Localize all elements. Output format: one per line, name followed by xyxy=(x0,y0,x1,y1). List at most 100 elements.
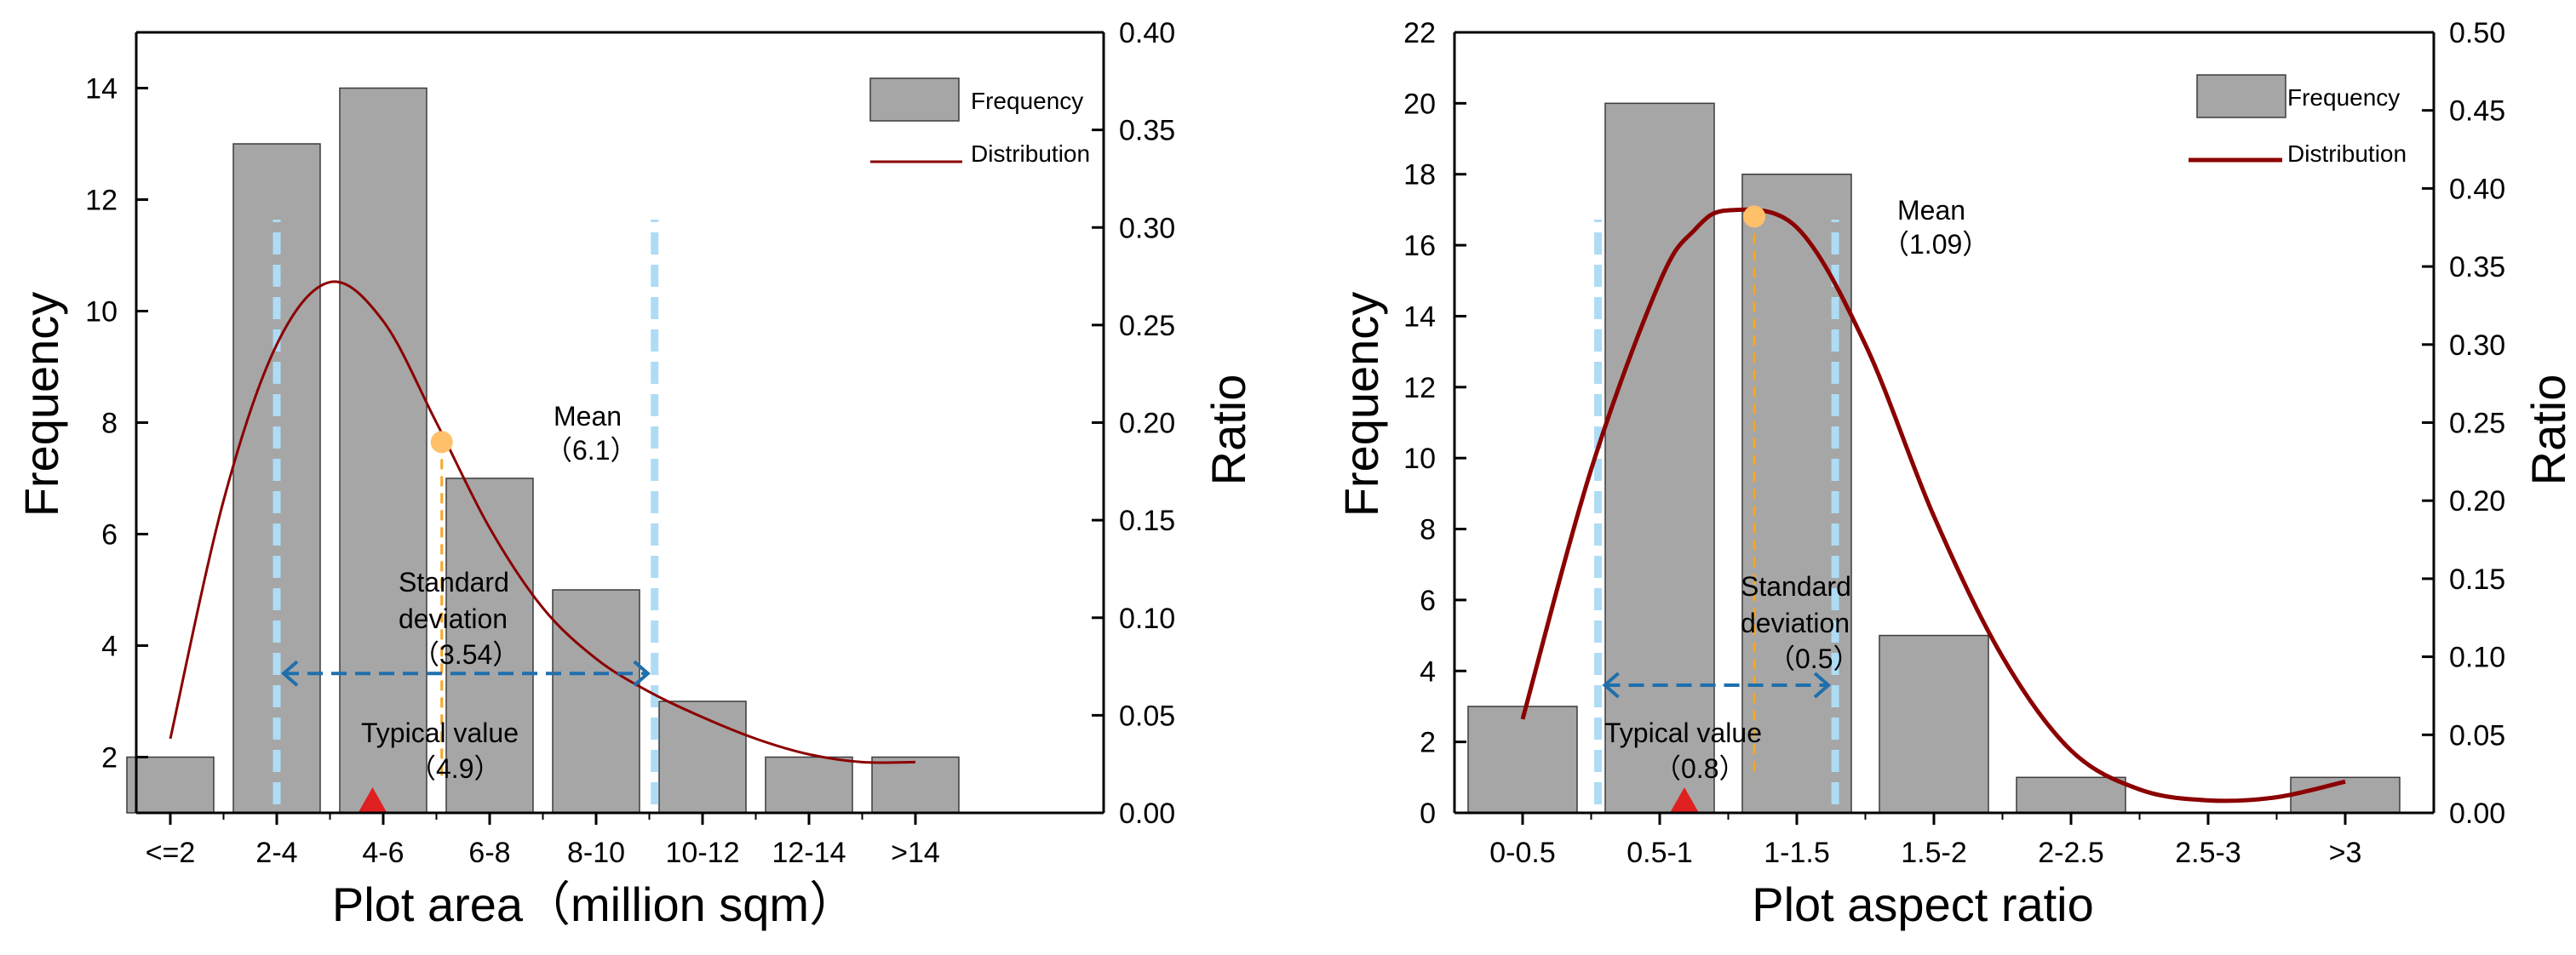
y-tick-label: 6 xyxy=(1420,585,1436,617)
typical-marker xyxy=(358,787,387,813)
y2-tick-label: 0.10 xyxy=(1119,603,1175,635)
mean-label: Mean xyxy=(1897,195,1965,226)
y-tick-label: 4 xyxy=(1420,655,1436,688)
y-tick-label: 2 xyxy=(101,742,118,775)
std-label-line2: deviation xyxy=(1741,608,1850,638)
y2-tick-label: 0.05 xyxy=(1119,700,1175,732)
y2-tick-label: 0.10 xyxy=(2449,642,2505,674)
bar xyxy=(2016,776,2126,814)
mean-label: Mean xyxy=(554,401,622,432)
x-tick-label: >3 xyxy=(2329,837,2362,869)
y2-axis-title: Ratio xyxy=(1202,375,1255,486)
y-tick-label: 14 xyxy=(85,73,118,106)
x-tick-label: 0-0.5 xyxy=(1489,837,1556,869)
bar xyxy=(1467,706,1578,814)
bar xyxy=(445,478,534,814)
y2-tick-label: 0.35 xyxy=(1119,115,1175,147)
y-tick-label: 4 xyxy=(101,631,118,663)
std-value: （3.54） xyxy=(412,639,519,670)
x-tick-label: 12-14 xyxy=(772,837,846,869)
legend-distribution-label: Distribution xyxy=(971,140,1090,167)
y-tick-label: 0 xyxy=(1420,798,1436,830)
bar xyxy=(1879,634,1989,814)
x-tick-label: 4-6 xyxy=(362,837,404,869)
x-tick-label: <=2 xyxy=(146,837,196,869)
y-tick-label: 12 xyxy=(1403,372,1436,404)
y2-tick-label: 0.25 xyxy=(1119,310,1175,342)
bar xyxy=(126,756,215,814)
y-tick-label: 2 xyxy=(1420,727,1436,759)
std-label-line1: Standard xyxy=(1741,571,1851,602)
std-arrow-left-head xyxy=(1602,672,1620,699)
typical-label: Typical value xyxy=(361,718,519,748)
legend-frequency-label: Frequency xyxy=(971,88,1083,114)
x-tick-label: 6-8 xyxy=(468,837,510,869)
y-tick-label: 12 xyxy=(85,185,118,217)
bar xyxy=(765,756,853,814)
y2-tick-label: 0.25 xyxy=(2449,408,2505,440)
std-label-line2: deviation xyxy=(399,603,508,634)
x-tick-label: 8-10 xyxy=(567,837,625,869)
bar xyxy=(339,87,427,814)
typical-marker xyxy=(1669,787,1699,813)
y-axis-title: Frequency xyxy=(1334,292,1388,518)
y2-tick-label: 0.15 xyxy=(1119,505,1175,537)
legend-frequency-swatch xyxy=(2196,74,2286,118)
y-axis-title: Frequency xyxy=(14,292,68,518)
mean-marker xyxy=(1743,205,1766,228)
std-arrow-right-head xyxy=(1813,672,1832,699)
y2-tick-label: 0.30 xyxy=(1119,212,1175,244)
y-tick-label: 22 xyxy=(1403,17,1436,49)
mean-value: （6.1） xyxy=(545,435,638,466)
std-value: （0.5） xyxy=(1768,643,1861,674)
x-tick-label: 1-1.5 xyxy=(1764,837,1830,869)
typical-label: Typical value xyxy=(1604,718,1762,748)
typical-value: （4.9） xyxy=(409,753,502,784)
legend-distribution-label: Distribution xyxy=(2287,140,2407,167)
y-tick-label: 10 xyxy=(1403,443,1436,475)
x-tick-label: 10-12 xyxy=(666,837,740,869)
std-arrow-right-head xyxy=(633,660,651,687)
std-label-line1: Standard xyxy=(399,567,509,598)
y-tick-label: 18 xyxy=(1403,159,1436,192)
y-tick-label: 6 xyxy=(101,519,118,552)
bar xyxy=(1604,102,1715,814)
x-tick-label: 0.5-1 xyxy=(1626,837,1693,869)
x-tick-label: 2-2.5 xyxy=(2038,837,2104,869)
y-tick-label: 14 xyxy=(1403,300,1436,333)
y2-tick-label: 0.30 xyxy=(2449,329,2505,362)
y2-tick-label: 0.05 xyxy=(2449,719,2505,752)
legend-frequency-swatch xyxy=(869,77,960,122)
x-tick-label: 1.5-2 xyxy=(1901,837,1967,869)
mean-value: （1.09） xyxy=(1882,229,1989,260)
y2-tick-label: 0.20 xyxy=(2449,485,2505,518)
x-axis-title: Plot aspect ratio xyxy=(1752,878,2094,931)
y2-tick-label: 0.15 xyxy=(2449,563,2505,596)
y2-tick-label: 0.45 xyxy=(2449,95,2505,128)
bar xyxy=(658,701,747,814)
y2-axis-title: Ratio xyxy=(2521,375,2575,486)
x-tick-label: >14 xyxy=(891,837,940,869)
y2-tick-label: 0.35 xyxy=(2449,251,2505,283)
plot-area-chart: 2 4 6 8 10 12 14 0.00 0.05 0.10 0.15 0.20 0.25 0.30 0.… xyxy=(14,17,1255,931)
y2-tick-label: 0.50 xyxy=(2449,17,2505,49)
y-tick-label: 8 xyxy=(101,408,118,440)
x-axis-title: Plot area（million sqm） xyxy=(332,878,857,931)
y2-tick-label: 0.00 xyxy=(2449,798,2505,830)
plot-aspect-ratio-chart: 0 2 4 6 8 10 12 14 16 18 20 22 0.00 0.05 0.10 0.15 0.20 0… xyxy=(1334,17,2575,931)
mean-marker xyxy=(430,431,453,454)
legend-frequency-label: Frequency xyxy=(2287,84,2400,111)
y-tick-label: 20 xyxy=(1403,88,1436,120)
y-tick-label: 10 xyxy=(85,296,118,329)
bar xyxy=(871,756,960,814)
distribution-curve xyxy=(1520,207,2346,803)
y2-tick-label: 0.40 xyxy=(2449,173,2505,205)
typical-value: （0.8） xyxy=(1654,753,1747,784)
x-tick-label: 2.5-3 xyxy=(2175,837,2241,869)
bar xyxy=(552,589,640,814)
y2-tick-label: 0.00 xyxy=(1119,798,1175,830)
std-arrow-left-head xyxy=(280,660,299,687)
y2-tick-label: 0.40 xyxy=(1119,17,1175,49)
